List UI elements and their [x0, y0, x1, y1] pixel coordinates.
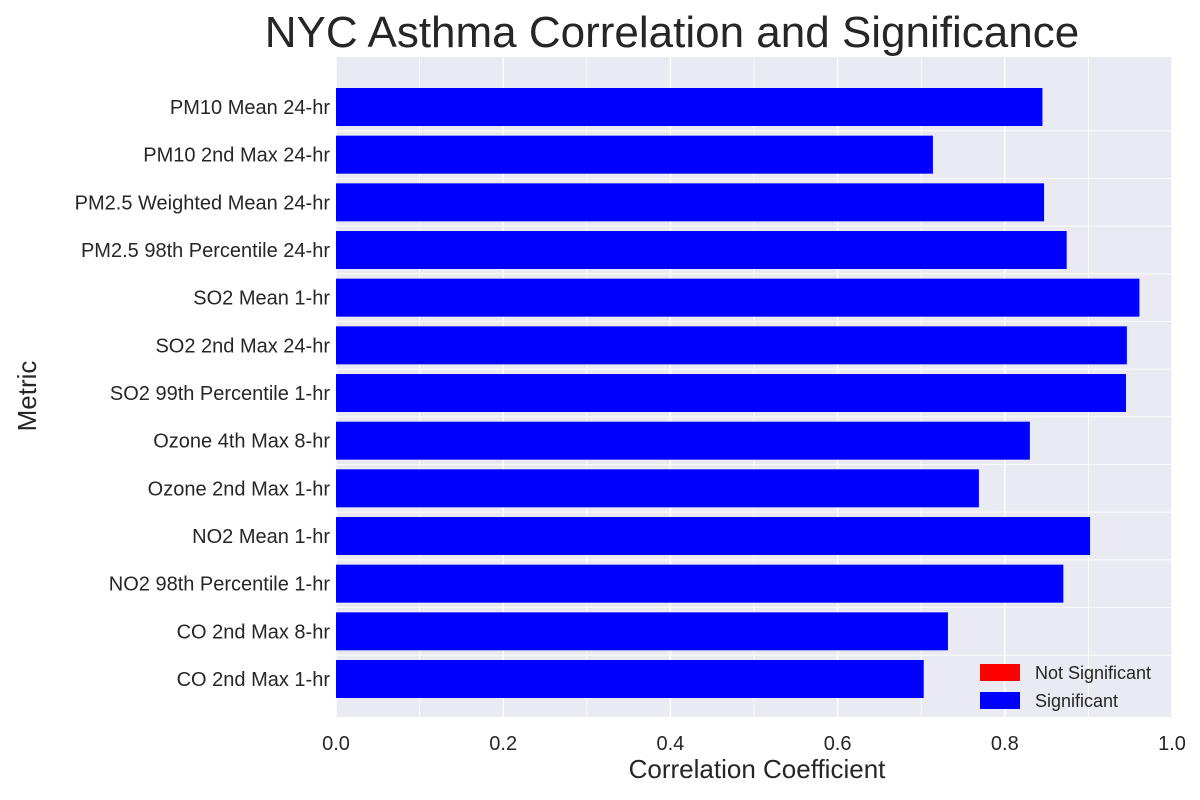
bar [336, 374, 1127, 412]
bar [336, 612, 948, 651]
x-tick-label: 0.6 [824, 733, 852, 755]
chart-title: NYC Asthma Correlation and Significance [265, 8, 1079, 57]
bar [336, 88, 1043, 126]
bar [336, 183, 1045, 222]
y-tick-label: SO2 2nd Max 24-hr [155, 335, 330, 357]
y-tick-label: Ozone 4th Max 8-hr [153, 431, 330, 453]
x-tick-labels: 0.0 0.2 0.4 0.6 0.8 1.0 [322, 733, 1186, 755]
bar [336, 278, 1140, 317]
y-tick-labels: PM10 Mean 24-hr PM10 2nd Max 24-hr PM2.5 W… [75, 97, 331, 691]
bar [336, 326, 1127, 365]
y-tick-label: CO 2nd Max 8-hr [177, 621, 331, 643]
x-axis-label: Correlation Coefficient [629, 754, 887, 784]
y-tick-label: SO2 99th Percentile 1-hr [110, 383, 330, 405]
x-tick-label: 0.8 [991, 733, 1019, 755]
y-tick-label: NO2 98th Percentile 1-hr [109, 574, 331, 596]
x-tick-label: 0.4 [656, 733, 684, 755]
y-tick-label: PM2.5 98th Percentile 24-hr [81, 240, 330, 262]
legend-label: Not Significant [1035, 663, 1151, 683]
y-tick-label: Ozone 2nd Max 1-hr [148, 478, 331, 500]
legend-label: Significant [1035, 691, 1118, 711]
bars [336, 88, 1140, 698]
legend: Not Significant Significant [980, 663, 1151, 711]
y-axis-label: Metric [12, 361, 42, 432]
y-tick-label: PM2.5 Weighted Mean 24-hr [75, 192, 331, 214]
bar [336, 469, 979, 508]
y-tick-label: SO2 Mean 1-hr [193, 288, 330, 310]
bar [336, 231, 1067, 269]
y-tick-label: PM10 Mean 24-hr [170, 97, 330, 119]
y-tick-label: NO2 Mean 1-hr [192, 526, 330, 548]
x-tick-label: 0.0 [322, 733, 350, 755]
y-tick-label: CO 2nd Max 1-hr [177, 669, 331, 691]
legend-swatch [980, 692, 1020, 709]
legend-swatch [980, 664, 1020, 681]
x-tick-label: 1.0 [1158, 733, 1186, 755]
y-tick-label: PM10 2nd Max 24-hr [143, 145, 330, 167]
bar [336, 135, 933, 174]
x-tick-label: 0.2 [489, 733, 517, 755]
bar [336, 421, 1030, 460]
bar [336, 564, 1064, 603]
bar [336, 660, 924, 698]
bar [336, 517, 1091, 555]
